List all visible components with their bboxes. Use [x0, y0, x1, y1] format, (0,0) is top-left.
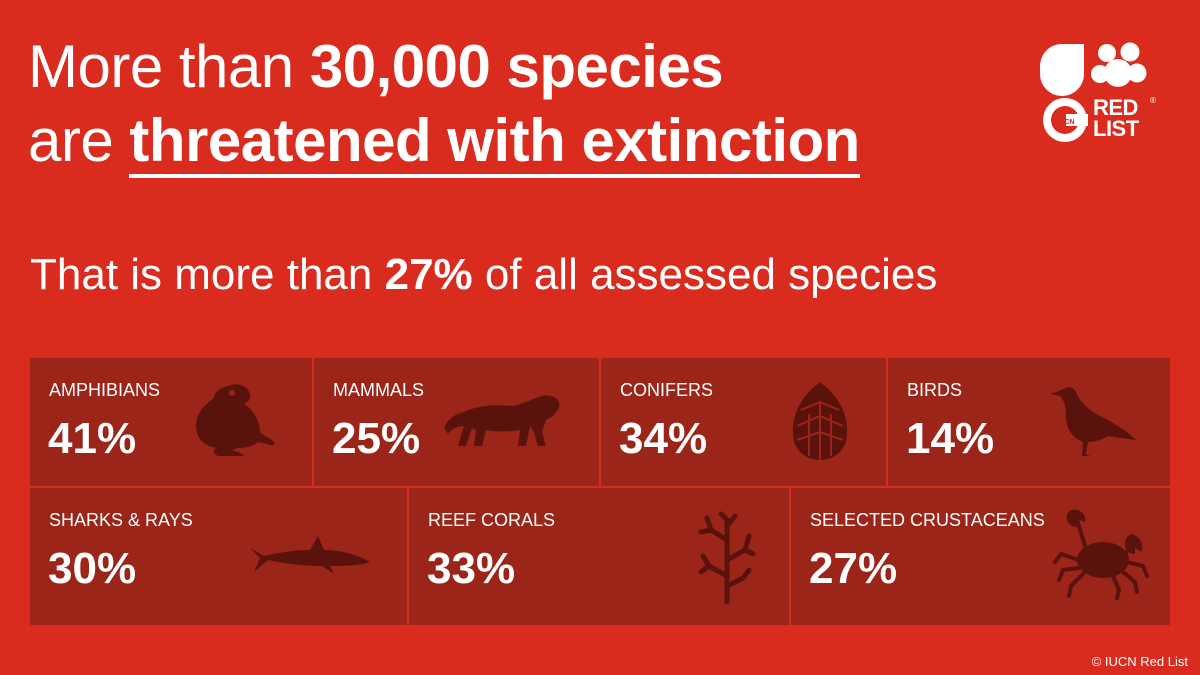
category-grid: AMPHIBIANS 41% MAMMALS 25% CONIFERS 34% …: [30, 358, 1170, 625]
registered-mark: ®: [1150, 96, 1156, 105]
headline-prefix: More than: [28, 33, 310, 100]
headline-line2-prefix: are: [28, 107, 130, 174]
tile-selected-crustaceans: SELECTED CRUSTACEANS 27%: [791, 488, 1170, 625]
category-label: SHARKS & RAYS: [49, 510, 193, 530]
category-label: REEF CORALS: [428, 510, 556, 530]
category-percent: 33%: [427, 544, 516, 593]
headline-line-1: More than 30,000 species: [28, 30, 860, 104]
category-label: BIRDS: [907, 380, 963, 400]
category-label: CONIFERS: [620, 380, 714, 400]
headline-threatened: threatened with extinction: [129, 107, 860, 178]
logo-wordmark: RED LIST: [1093, 95, 1139, 141]
category-percent: 34%: [619, 414, 708, 463]
tile-birds: BIRDS 14%: [888, 358, 1170, 486]
iucn-red-list-logo: IUCN RED LIST ®: [1036, 40, 1160, 148]
category-label: MAMMALS: [333, 380, 425, 400]
category-label: SELECTED CRUSTACEANS: [810, 510, 1045, 530]
headline-species-count: 30,000 species: [309, 33, 724, 100]
tile-mammals: MAMMALS 25%: [314, 358, 599, 486]
tile-conifers: CONIFERS 34%: [601, 358, 886, 486]
logo-list: LIST: [1093, 116, 1139, 141]
crab-icon: [1053, 509, 1149, 600]
category-percent: 25%: [332, 414, 421, 463]
bird-icon: [1050, 387, 1136, 456]
tile-sharks-rays: SHARKS & RAYS 30%: [30, 488, 407, 625]
copyright-notice: © IUCN Red List: [1091, 654, 1188, 669]
logo-badge-text: IUCN: [1057, 119, 1074, 126]
logo-red: RED: [1093, 95, 1138, 120]
subline: That is more than 27% of all assessed sp…: [30, 247, 937, 303]
coral-icon: [698, 511, 756, 604]
subline-prefix: That is more than: [30, 250, 385, 299]
subline-suffix: of all assessed species: [472, 250, 938, 299]
logo-mark-icon: IUCN: [1040, 42, 1147, 142]
category-label: AMPHIBIANS: [49, 380, 161, 400]
category-percent: 41%: [48, 414, 137, 463]
subline-percent: 27%: [384, 250, 473, 299]
tile-reef-corals: REEF CORALS 33%: [409, 488, 789, 625]
category-percent: 27%: [809, 544, 898, 593]
shark-icon: [250, 536, 370, 574]
category-percent: 30%: [48, 544, 137, 593]
category-percent: 14%: [906, 414, 995, 463]
pine-cone-icon: [792, 382, 848, 460]
headline-line-2: are threatened with extinction: [28, 104, 860, 178]
tile-amphibians: AMPHIBIANS 41%: [30, 358, 312, 486]
tiger-icon: [444, 395, 560, 446]
headline: More than 30,000 species are threatened …: [28, 30, 860, 178]
frog-icon: [196, 384, 275, 456]
